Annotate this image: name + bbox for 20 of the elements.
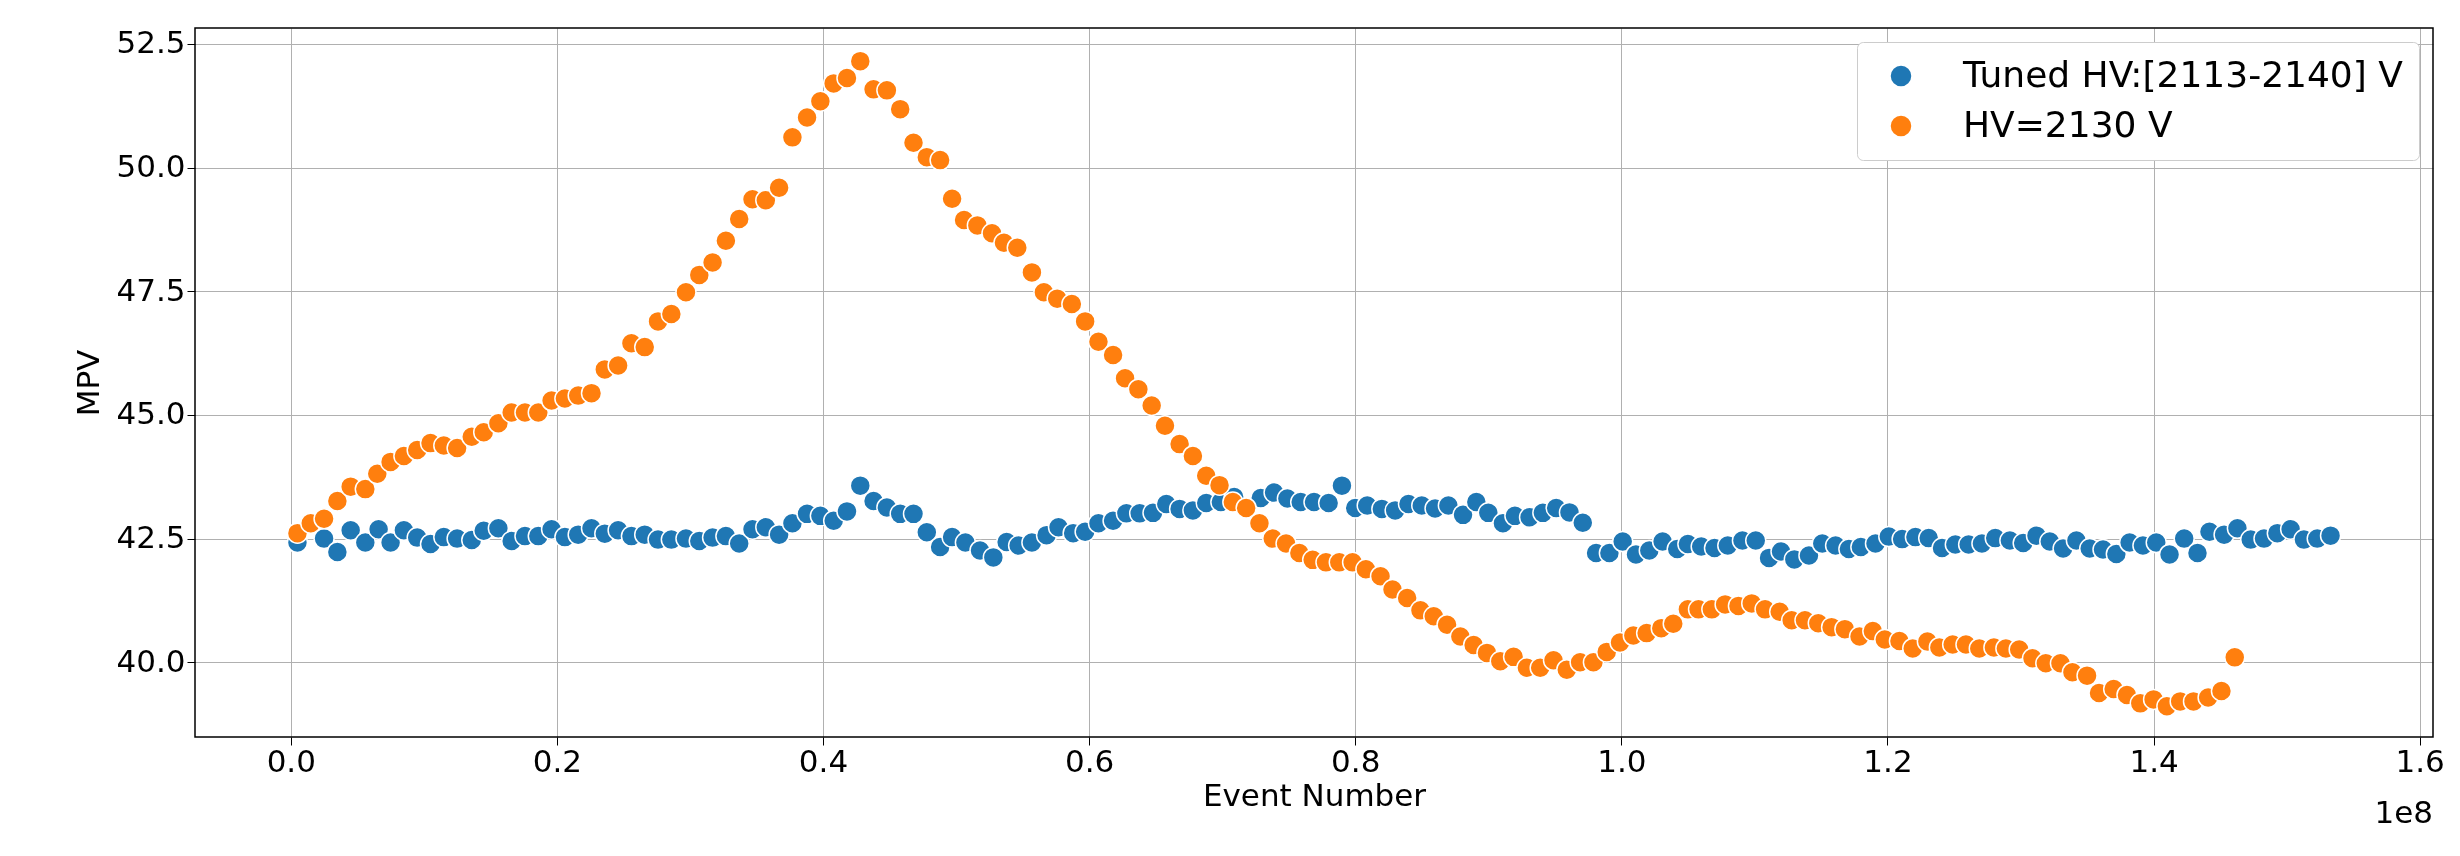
x-tick-label: 0.2: [532, 742, 583, 779]
x-tick-label: 0.8: [1331, 742, 1381, 779]
y-tick-label: 47.5: [116, 271, 186, 308]
x-tick-label: 1.0: [1597, 742, 1647, 779]
y-tick-label: 42.5: [116, 519, 186, 556]
y-tick-label: 45.0: [116, 395, 186, 432]
x-tick-label: 1.4: [2129, 742, 2179, 779]
y-tick-label: 40.0: [116, 642, 186, 679]
x-tick-label: 0.4: [798, 742, 849, 779]
x-tick-label: 1.2: [1863, 742, 1913, 779]
x-tick-label: 0.0: [266, 742, 316, 779]
x-axis-title: Event Number: [1202, 776, 1427, 813]
text: 1e8: [2374, 794, 2433, 830]
x-tick-label: 0.6: [1064, 742, 1115, 779]
y-tick-label: 50.0: [116, 148, 186, 185]
x-tick-label: 1.6: [2395, 742, 2445, 779]
legend-label: Tuned HV:[2113-2140] V: [1962, 54, 2404, 95]
legend-label: HV=2130 V: [1963, 104, 2173, 145]
y-tick-label: 52.5: [116, 24, 186, 61]
y-axis-title: MPV: [70, 349, 107, 417]
